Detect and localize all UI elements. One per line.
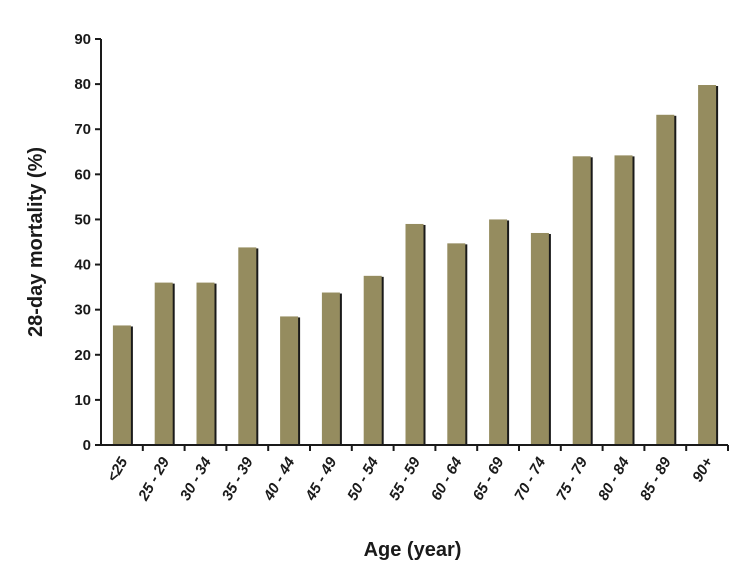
bar <box>321 292 340 445</box>
y-axis-title: 28-day mortality (%) <box>25 147 47 337</box>
x-tick-label: 70 - 74 <box>511 454 549 504</box>
bar <box>405 223 424 445</box>
y-tick-label: 40 <box>74 257 91 274</box>
y-axis-ticks: 0 10 20 30 40 50 60 70 80 90 <box>74 31 101 454</box>
x-tick-label: 40 - 44 <box>260 454 299 504</box>
x-tick-label: 55 - 59 <box>386 454 424 504</box>
y-tick-label: 20 <box>74 347 91 364</box>
y-tick-label: 50 <box>74 211 91 228</box>
x-tick-label: 60 - 64 <box>428 454 466 504</box>
bar <box>530 232 549 445</box>
bar <box>238 247 257 445</box>
bar <box>363 275 382 445</box>
x-tick-label: 75 - 79 <box>553 454 591 504</box>
y-tick-label: 80 <box>74 76 91 93</box>
y-tick-label: 0 <box>83 437 91 454</box>
y-tick-label: 90 <box>74 31 91 48</box>
bar <box>614 155 633 446</box>
x-tick-label: 30 - 34 <box>177 454 215 504</box>
bar <box>154 282 173 445</box>
x-tick-label: 50 - 54 <box>344 454 382 504</box>
x-tick-label: 80 - 84 <box>595 454 633 504</box>
bar <box>196 282 215 445</box>
bar <box>280 316 299 445</box>
x-tick-label: <25 <box>104 454 132 485</box>
y-tick-label: 10 <box>74 392 91 409</box>
bar <box>489 219 508 445</box>
x-tick-label: 45 - 49 <box>302 454 341 504</box>
bars <box>112 85 719 446</box>
y-tick-label: 30 <box>74 302 91 319</box>
bar <box>572 156 591 446</box>
x-tick-label: 35 - 39 <box>219 454 257 504</box>
bar <box>656 114 675 445</box>
x-tick-label: 25 - 29 <box>135 454 174 504</box>
x-tick-label: 85 - 89 <box>637 454 675 504</box>
bar <box>112 325 131 445</box>
y-tick-label: 60 <box>74 166 91 183</box>
bar <box>447 243 466 445</box>
y-tick-label: 70 <box>74 121 91 138</box>
bar <box>698 85 717 445</box>
x-tick-label: 90+ <box>689 454 717 485</box>
x-tick-label: 65 - 69 <box>469 454 507 504</box>
x-axis-title: Age (year) <box>364 539 462 561</box>
x-axis-ticks: <25 25 - 29 30 - 34 35 - 39 40 - 44 45 - 49 50… <box>104 445 729 504</box>
